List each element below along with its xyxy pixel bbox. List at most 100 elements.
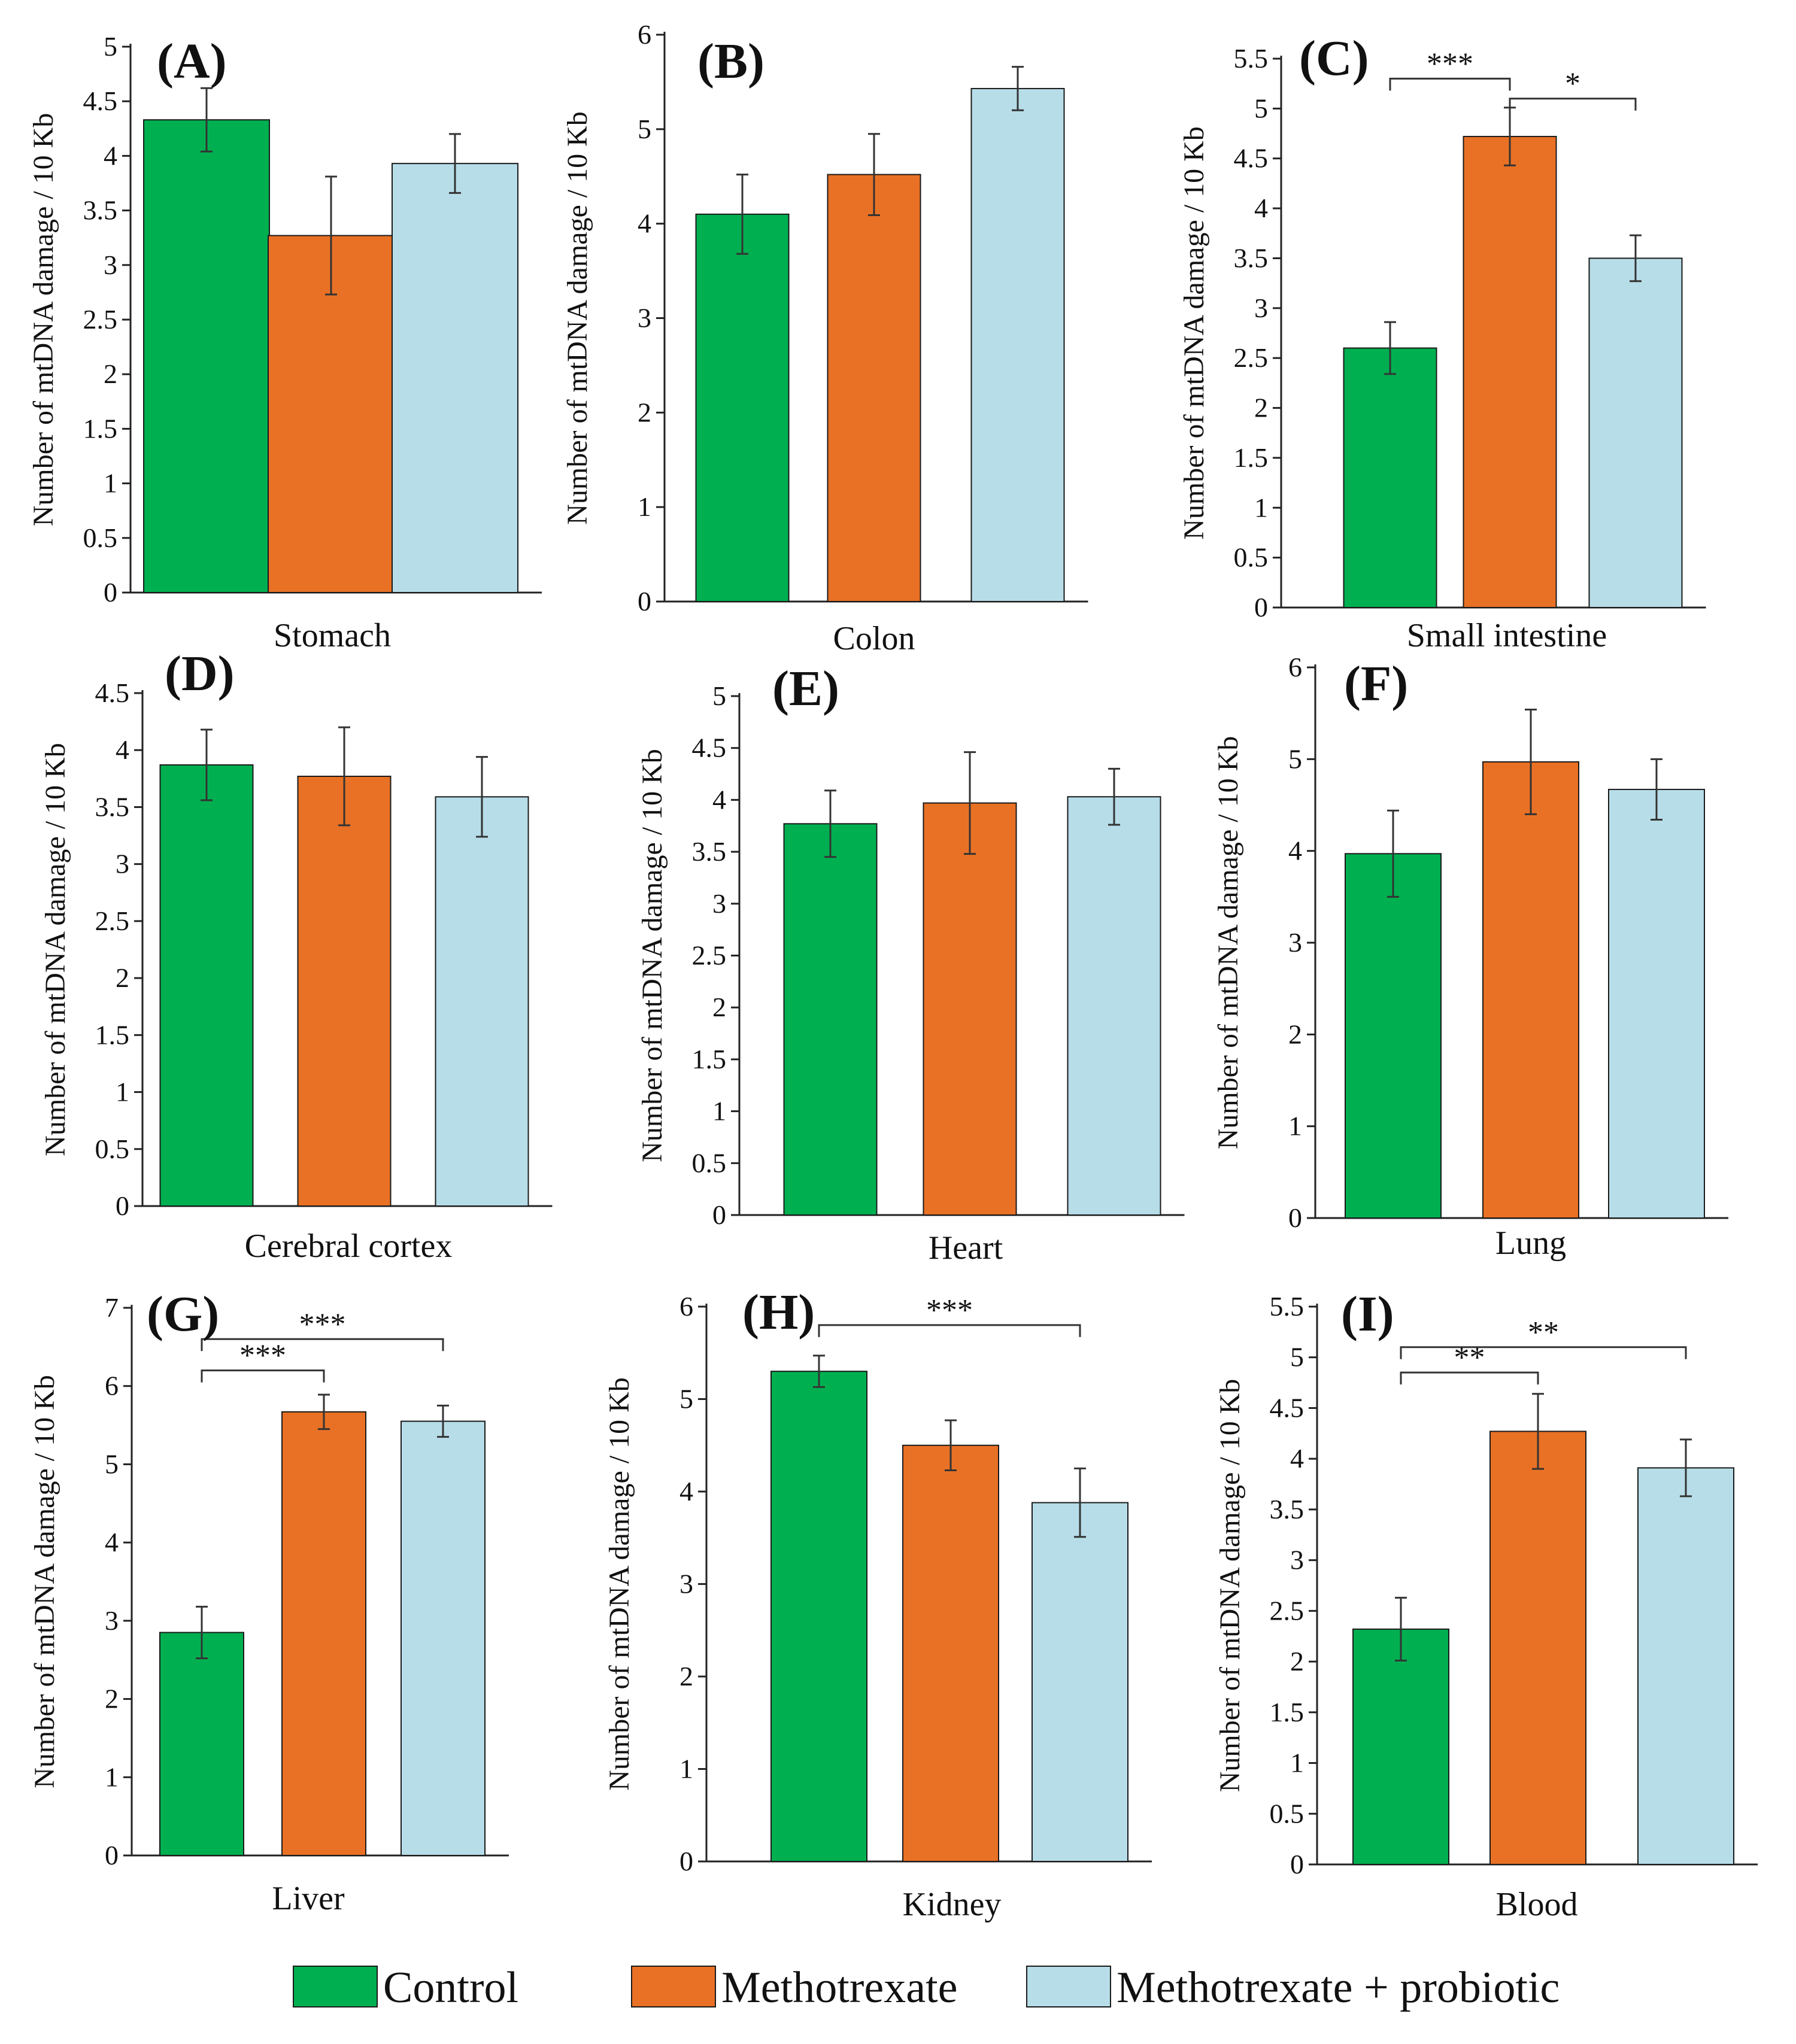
significance-label: ** bbox=[1528, 1316, 1559, 1350]
bar-methotrexate bbox=[923, 802, 1017, 1216]
y-tick-label: 5 bbox=[1254, 93, 1268, 123]
bar-probiotic bbox=[970, 87, 1065, 602]
y-tick-label: 0 bbox=[1290, 1849, 1304, 1879]
y-tick-label: 4.5 bbox=[692, 733, 727, 763]
y-tick-label: 3.5 bbox=[83, 195, 118, 226]
bar-control bbox=[159, 764, 254, 1207]
y-tick-label: 2 bbox=[104, 359, 117, 389]
y-tick-label: 1.5 bbox=[83, 413, 118, 444]
bar-methotrexate bbox=[1463, 136, 1557, 608]
significance-bracket bbox=[818, 1324, 1081, 1337]
y-tick-label: 2 bbox=[1288, 1019, 1302, 1049]
significance-label: *** bbox=[299, 1307, 346, 1341]
legend-label-control: Control bbox=[383, 1963, 518, 2012]
y-tick-label: 5 bbox=[1290, 1342, 1304, 1372]
y-tick-label: 0 bbox=[1288, 1202, 1302, 1233]
x-axis-label: Stomach bbox=[274, 617, 391, 654]
y-axis-title: Number of mtDNA damage / 10 Kb bbox=[1212, 736, 1244, 1150]
chart-panel-2: 0 1 2 3 4 5 6 Number of mtDNA damage / 10 Kb (B)… bbox=[562, 19, 1088, 657]
bar-control bbox=[1343, 347, 1437, 608]
y-tick-label: 2.5 bbox=[83, 304, 118, 335]
y-tick-label: 3.5 bbox=[95, 791, 130, 822]
y-tick-label: 5.5 bbox=[1234, 43, 1269, 74]
bar-control bbox=[770, 1371, 867, 1862]
y-axis-title: Number of mtDNA damage / 10 Kb bbox=[1178, 126, 1210, 540]
legend: Control Methotrexate Methotrexate + probio… bbox=[293, 1963, 1560, 2012]
y-tick-label: 0.5 bbox=[95, 1134, 130, 1164]
bar-probiotic bbox=[392, 163, 518, 593]
y-tick-label: 1.5 bbox=[95, 1019, 130, 1050]
y-tick-label: 3 bbox=[1290, 1545, 1304, 1575]
legend-label-probiotic: Methotrexate + probiotic bbox=[1117, 1963, 1560, 2012]
x-axis-label: Cerebral cortex bbox=[245, 1228, 453, 1265]
y-tick-label: 2.5 bbox=[95, 906, 130, 936]
y-axis-title: Number of mtDNA damage / 10 Kb bbox=[636, 749, 668, 1162]
y-axis-title: Number of mtDNA damage / 10 Kb bbox=[1214, 1379, 1246, 1793]
x-axis-label: Heart bbox=[929, 1229, 1003, 1267]
y-tick-label: 1 bbox=[638, 491, 651, 522]
y-tick-label: 1.5 bbox=[1234, 442, 1269, 473]
chart-panel-9: 0 0.5 1 1.5 2 2.5 3 3.5 4 4.5 5 5.5 Number of mtDNA … bbox=[1214, 1286, 1758, 1923]
bar-probiotic bbox=[1637, 1467, 1734, 1865]
y-tick-label: 0.5 bbox=[83, 523, 118, 553]
y-tick-label: 1.5 bbox=[1270, 1697, 1304, 1727]
bar-methotrexate bbox=[902, 1444, 999, 1862]
y-axis-title: Number of mtDNA damage / 10 Kb bbox=[29, 1375, 60, 1788]
bar-probiotic bbox=[401, 1420, 486, 1856]
y-tick-label: 4 bbox=[1290, 1443, 1304, 1474]
x-axis-label: Blood bbox=[1496, 1886, 1578, 1923]
legend-label-methotrexate: Methotrexate bbox=[721, 1963, 958, 2012]
y-tick-label: 5 bbox=[638, 114, 651, 144]
y-tick-label: 2 bbox=[116, 962, 129, 993]
y-tick-label: 0.5 bbox=[1234, 542, 1269, 573]
significance-bracket bbox=[1389, 77, 1511, 91]
y-tick-label: 3 bbox=[105, 1605, 119, 1636]
panel-label: (I) bbox=[1341, 1286, 1394, 1342]
y-tick-label: 1 bbox=[116, 1077, 129, 1107]
bar-control bbox=[143, 119, 270, 593]
chart-panel-8: 0 1 2 3 4 5 6 Number of mtDNA damage / 10 Kb ***… bbox=[603, 1284, 1152, 1923]
y-tick-label: 2.5 bbox=[1234, 342, 1269, 373]
bar-methotrexate bbox=[1482, 761, 1579, 1219]
y-axis-title: Number of mtDNA damage / 10 Kb bbox=[562, 111, 593, 525]
y-tick-label: 5.5 bbox=[1270, 1291, 1304, 1322]
y-tick-label: 3 bbox=[679, 1569, 693, 1599]
x-axis-label: Small intestine bbox=[1407, 617, 1607, 654]
y-tick-label: 3.5 bbox=[1234, 242, 1269, 273]
y-tick-label: 1 bbox=[104, 468, 117, 499]
bar-control bbox=[1352, 1628, 1449, 1866]
y-tick-label: 4 bbox=[679, 1476, 693, 1507]
panel-label: (B) bbox=[697, 34, 764, 89]
x-axis-label: Kidney bbox=[903, 1886, 1002, 1923]
y-axis-title: Number of mtDNA damage / 10 Kb bbox=[40, 743, 71, 1156]
bar-methotrexate bbox=[827, 174, 921, 602]
y-axis-title: Number of mtDNA damage / 10 Kb bbox=[28, 113, 59, 527]
bar-methotrexate bbox=[297, 776, 392, 1207]
y-tick-label: 0 bbox=[104, 577, 117, 608]
y-tick-label: 0 bbox=[712, 1199, 726, 1230]
y-tick-label: 4.5 bbox=[95, 678, 130, 708]
x-axis-label: Lung bbox=[1495, 1225, 1566, 1262]
y-axis-title: Number of mtDNA damage / 10 Kb bbox=[603, 1377, 635, 1791]
y-tick-label: 0.5 bbox=[1270, 1798, 1304, 1829]
bar-control bbox=[159, 1632, 244, 1857]
bar-methotrexate bbox=[281, 1411, 366, 1857]
chart-panel-1: 0 0.5 1 1.5 2 2.5 3 3.5 4 4.5 5 Number of mtDNA dam… bbox=[28, 31, 542, 654]
y-tick-label: 4 bbox=[104, 140, 117, 171]
y-tick-label: 5 bbox=[712, 681, 726, 711]
bar-probiotic bbox=[1067, 796, 1161, 1216]
chart-panel-7: 0 1 2 3 4 5 6 7 Number of mtDNA damage / 10 Kb **… bbox=[29, 1286, 509, 1917]
y-tick-label: 4 bbox=[1254, 193, 1268, 223]
x-axis-label: Colon bbox=[833, 620, 915, 657]
y-tick-label: 0 bbox=[116, 1190, 129, 1221]
y-tick-label: 2 bbox=[712, 992, 726, 1022]
legend-swatch-probiotic bbox=[1026, 1966, 1111, 2007]
y-tick-label: 0.5 bbox=[692, 1147, 727, 1178]
bar-control bbox=[1345, 853, 1442, 1219]
y-tick-label: 2 bbox=[1254, 393, 1268, 423]
significance-label: *** bbox=[1427, 47, 1473, 81]
y-tick-label: 4.5 bbox=[1270, 1392, 1304, 1423]
significance-label: *** bbox=[926, 1293, 973, 1328]
y-tick-label: 0 bbox=[105, 1840, 119, 1870]
